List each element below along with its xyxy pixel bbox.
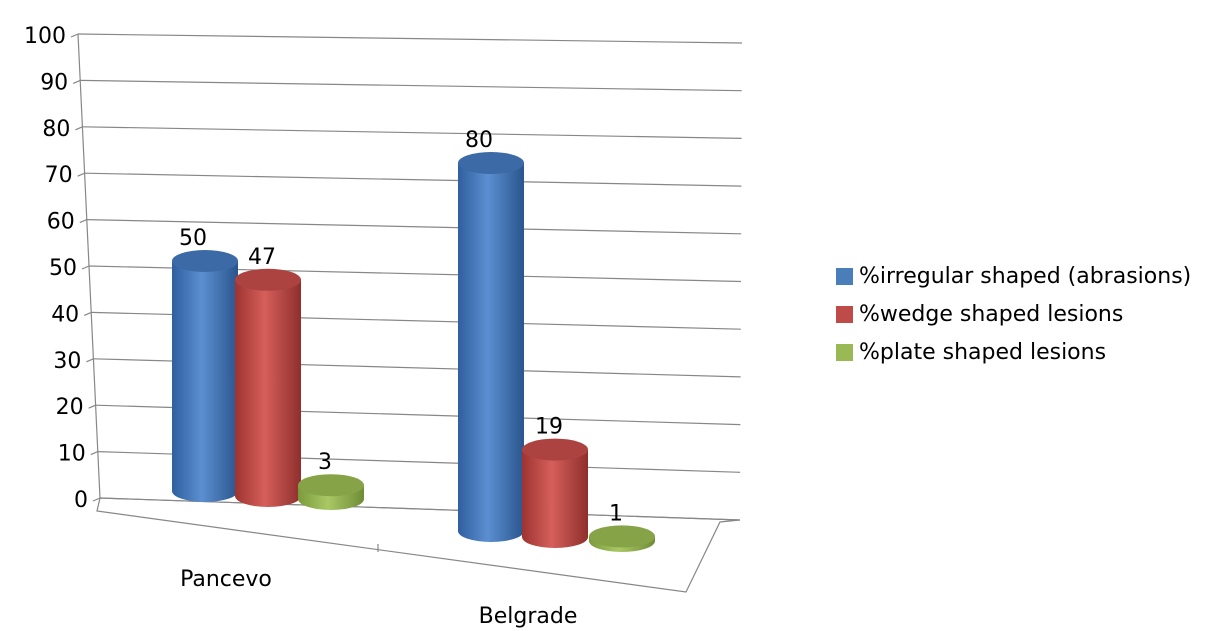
- data-label: 3: [318, 450, 332, 475]
- y-tick: [90, 451, 99, 456]
- y-tick: [88, 404, 96, 409]
- data-label: 1: [609, 501, 623, 526]
- data-label: 50: [179, 226, 207, 251]
- bar-top: [458, 152, 524, 174]
- legend-item-plate: %plate shaped lesions: [836, 333, 1191, 371]
- y-tick: [81, 265, 90, 270]
- y-tick: [72, 79, 81, 84]
- bar: [172, 250, 238, 502]
- x-category-label: Pancevo: [180, 567, 272, 592]
- x-category-label: Belgrade: [479, 604, 578, 629]
- bar: [458, 152, 524, 542]
- y-tick-label: 20: [56, 395, 84, 420]
- data-label: 80: [465, 128, 493, 153]
- legend-label-irregular: %irregular shaped (abrasions): [859, 263, 1192, 289]
- gridline: [82, 126, 742, 139]
- legend-swatch-plate: [836, 343, 853, 361]
- data-label: 47: [248, 245, 276, 270]
- bar: [235, 268, 301, 507]
- y-tick-label: 50: [49, 256, 77, 281]
- bar: [298, 474, 364, 510]
- y-tick: [79, 219, 88, 224]
- y-tick-label: 60: [47, 210, 75, 235]
- labels: 0 10 20 30 40 50 60 70 80 90 100 Pancevo Belgrade 50 4…: [24, 24, 623, 629]
- bar-body: [458, 163, 524, 542]
- gridline: [86, 219, 742, 235]
- y-tick: [70, 33, 79, 38]
- floor: [96, 497, 741, 593]
- y-tick: [77, 172, 85, 177]
- bar-body: [235, 279, 301, 507]
- legend-swatch-irregular: [836, 267, 853, 285]
- bar-top: [589, 525, 655, 548]
- y-tick-label: 100: [24, 24, 66, 49]
- bar: [589, 525, 655, 552]
- legend-swatch-wedge: [836, 305, 853, 323]
- bar-top: [235, 268, 301, 291]
- y-tick-label: 40: [51, 302, 79, 327]
- bar-top: [522, 438, 588, 461]
- legend-label-plate: %plate shaped lesions: [859, 339, 1107, 365]
- y-tick-label: 0: [74, 488, 88, 513]
- y-tick-label: 90: [40, 70, 68, 95]
- legend: %irregular shaped (abrasions) %wedge sha…: [836, 257, 1191, 371]
- y-tick: [92, 497, 101, 502]
- gridlines: [70, 33, 743, 521]
- y-tick-label: 70: [45, 163, 73, 188]
- bar-body: [522, 449, 588, 548]
- bar-top: [172, 250, 238, 272]
- bars: [172, 152, 655, 552]
- y-tick-label: 30: [53, 349, 81, 374]
- y-tick: [75, 126, 83, 131]
- legend-item-irregular: %irregular shaped (abrasions): [836, 257, 1191, 295]
- y-tick-label: 80: [42, 117, 70, 142]
- y-tick: [83, 311, 92, 316]
- legend-item-wedge: %wedge shaped lesions: [836, 295, 1191, 333]
- y-tick-label: 10: [58, 442, 86, 467]
- bar-top: [298, 474, 364, 497]
- bar: [522, 438, 588, 548]
- bar-body: [172, 261, 238, 502]
- gridline: [84, 172, 742, 187]
- gridline: [77, 33, 743, 44]
- gridline: [80, 79, 742, 92]
- y-tick: [86, 358, 94, 363]
- data-label: 19: [535, 415, 563, 440]
- legend-label-wedge: %wedge shaped lesions: [859, 301, 1124, 327]
- wall-edge: [77, 33, 101, 499]
- axes: [77, 33, 741, 593]
